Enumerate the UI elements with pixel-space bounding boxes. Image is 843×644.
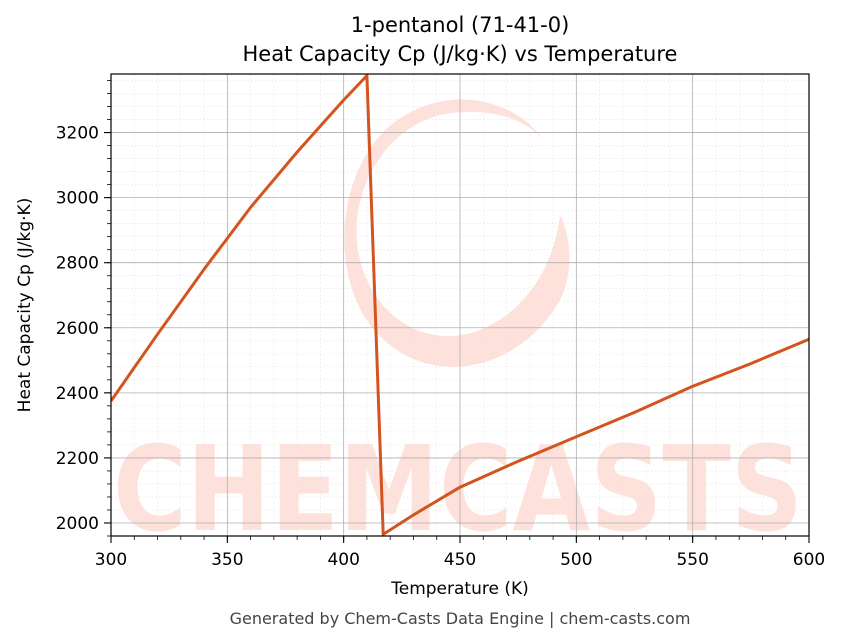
x-tick-label: 350 (211, 550, 243, 570)
footer-credit: Generated by Chem-Casts Data Engine | ch… (230, 609, 691, 628)
y-axis-label: Heat Capacity Cp (J/kg·K) (15, 198, 35, 413)
x-tick-label: 600 (793, 550, 825, 570)
y-tick-label: 2200 (56, 449, 99, 469)
x-tick-label: 450 (444, 550, 476, 570)
x-tick-label: 300 (95, 550, 127, 570)
chart-title: 1-pentanol (71-41-0) (351, 13, 570, 37)
y-tick-label: 2400 (56, 384, 99, 404)
series-layer (111, 74, 809, 536)
y-tick-label: 2600 (56, 319, 99, 339)
chart-subtitle: Heat Capacity Cp (J/kg·K) vs Temperature (243, 42, 678, 66)
x-axis-label: Temperature (K) (390, 579, 529, 599)
y-tick-label: 2800 (56, 254, 99, 274)
x-tick-label: 500 (560, 550, 592, 570)
x-tick-label: 400 (327, 550, 359, 570)
x-tick-label: 550 (676, 550, 708, 570)
tick-labels: 300 350 400 450 500 550 600 2000 2200 2400 2600 280… (56, 124, 825, 570)
y-tick-label: 3200 (56, 124, 99, 144)
y-tick-label: 3000 (56, 189, 99, 209)
tick-layer (104, 80, 810, 543)
series-line-0 (111, 74, 809, 536)
y-tick-label: 2000 (56, 514, 99, 534)
